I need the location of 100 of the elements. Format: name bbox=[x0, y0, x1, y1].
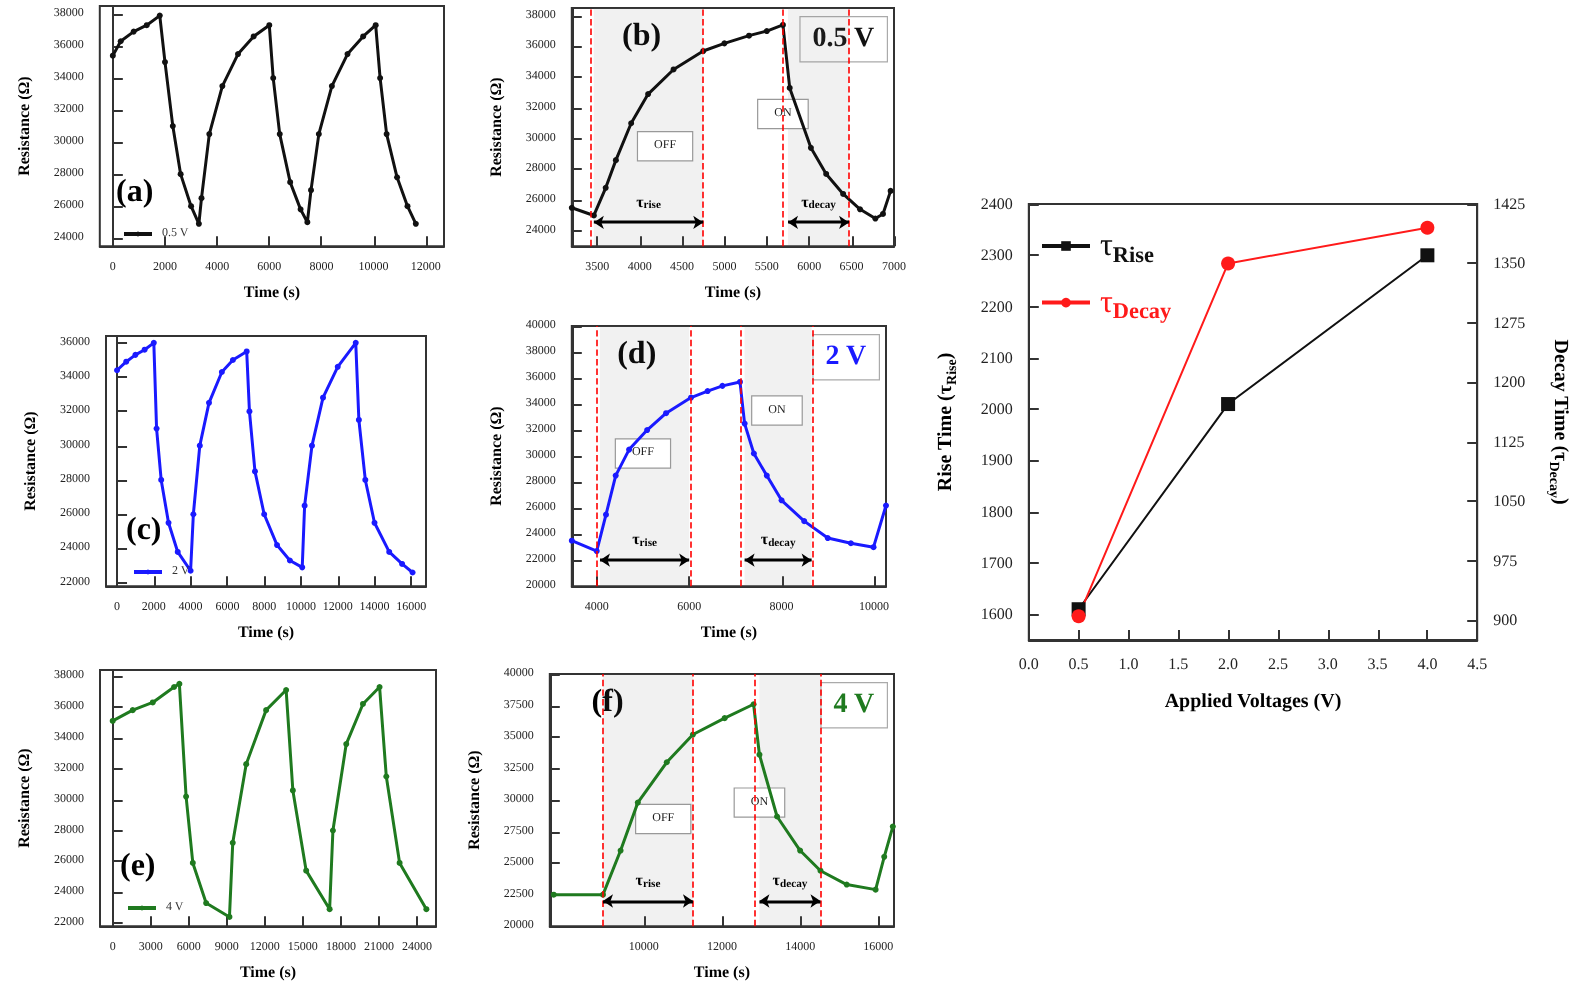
point bbox=[1071, 609, 1086, 624]
line-series bbox=[109, 12, 419, 227]
annotation: 4 V bbox=[833, 690, 875, 721]
point bbox=[628, 120, 635, 127]
point bbox=[412, 220, 419, 227]
point bbox=[1221, 256, 1236, 271]
point bbox=[394, 174, 401, 181]
annotation: (f) bbox=[591, 685, 624, 719]
point bbox=[568, 537, 575, 544]
y2-tick-label: 1350 bbox=[1493, 254, 1526, 273]
point bbox=[287, 179, 294, 186]
point bbox=[741, 420, 748, 427]
x-tick-label: 3.0 bbox=[1317, 655, 1338, 673]
point bbox=[158, 476, 165, 483]
point bbox=[634, 799, 641, 806]
annotation: (d) bbox=[617, 337, 657, 371]
point bbox=[266, 22, 273, 29]
x-axis-title: Applied Voltages (V) bbox=[1164, 691, 1342, 713]
point bbox=[797, 847, 804, 854]
point bbox=[304, 219, 311, 226]
point bbox=[344, 51, 351, 58]
line-series bbox=[568, 378, 889, 555]
point bbox=[824, 535, 831, 542]
point bbox=[320, 394, 327, 401]
point bbox=[719, 382, 726, 389]
point bbox=[1420, 248, 1435, 263]
point bbox=[169, 123, 176, 130]
point bbox=[328, 83, 335, 90]
x-tick-label: 1.0 bbox=[1118, 655, 1139, 673]
point bbox=[276, 131, 283, 138]
x-tick-label: 4.5 bbox=[1467, 655, 1488, 673]
point bbox=[843, 881, 850, 888]
x-tick-label: 3.5 bbox=[1367, 655, 1388, 673]
point bbox=[246, 408, 253, 415]
point bbox=[404, 203, 411, 210]
point bbox=[188, 203, 195, 210]
y2-tick-label: 900 bbox=[1493, 611, 1518, 630]
point bbox=[362, 476, 369, 483]
point bbox=[206, 131, 213, 138]
y-tick-label: 2400 bbox=[980, 195, 1013, 213]
x-axis-title: Time (s) bbox=[693, 963, 751, 981]
annotation: (b) bbox=[622, 19, 662, 53]
point bbox=[218, 368, 225, 375]
point bbox=[670, 66, 677, 73]
point bbox=[746, 32, 753, 39]
point bbox=[270, 75, 277, 82]
point bbox=[190, 511, 197, 518]
point bbox=[372, 22, 379, 29]
point bbox=[189, 859, 196, 866]
y-tick-label: 1600 bbox=[980, 605, 1013, 624]
point bbox=[229, 839, 236, 846]
point bbox=[141, 346, 148, 353]
point bbox=[721, 40, 728, 47]
y2-tick-label: 1425 bbox=[1493, 195, 1526, 213]
y2-tick-label: 975 bbox=[1493, 551, 1518, 570]
point bbox=[376, 683, 383, 690]
point bbox=[750, 450, 757, 457]
point bbox=[617, 847, 624, 854]
point bbox=[143, 22, 150, 29]
point bbox=[250, 33, 257, 40]
line-series bbox=[109, 680, 430, 920]
point bbox=[243, 761, 250, 768]
y-tick-label: 2200 bbox=[980, 297, 1013, 316]
point bbox=[177, 171, 184, 178]
point bbox=[132, 351, 139, 358]
point bbox=[568, 204, 575, 211]
point bbox=[870, 544, 877, 551]
point bbox=[334, 363, 341, 370]
x-axis-title: Time (s) bbox=[237, 623, 295, 641]
point bbox=[117, 38, 124, 45]
point bbox=[840, 190, 847, 197]
annotation: (a) bbox=[116, 175, 154, 209]
point bbox=[226, 913, 233, 920]
point bbox=[343, 741, 350, 748]
point bbox=[383, 131, 390, 138]
point bbox=[301, 502, 308, 509]
point bbox=[409, 569, 416, 576]
point bbox=[315, 131, 322, 138]
point bbox=[176, 680, 183, 687]
point bbox=[857, 206, 864, 213]
point bbox=[612, 157, 619, 164]
point bbox=[396, 859, 403, 866]
point bbox=[308, 442, 315, 449]
point bbox=[371, 519, 378, 526]
point bbox=[153, 425, 160, 432]
point bbox=[756, 751, 763, 758]
y-tick-label: 2000 bbox=[980, 400, 1013, 419]
y-axis-title: Resistance (Ω) bbox=[15, 75, 33, 176]
point bbox=[123, 358, 130, 365]
x-tick-label: 0.0 bbox=[1018, 655, 1039, 673]
point bbox=[778, 497, 785, 504]
point bbox=[286, 557, 293, 564]
point bbox=[150, 339, 157, 346]
point bbox=[205, 399, 212, 406]
point bbox=[1420, 220, 1435, 235]
point bbox=[887, 187, 894, 194]
x-tick-label: 2.5 bbox=[1267, 655, 1288, 673]
point bbox=[663, 759, 670, 766]
y-axis-title: Resistance (Ω) bbox=[487, 405, 505, 506]
point bbox=[352, 339, 359, 346]
